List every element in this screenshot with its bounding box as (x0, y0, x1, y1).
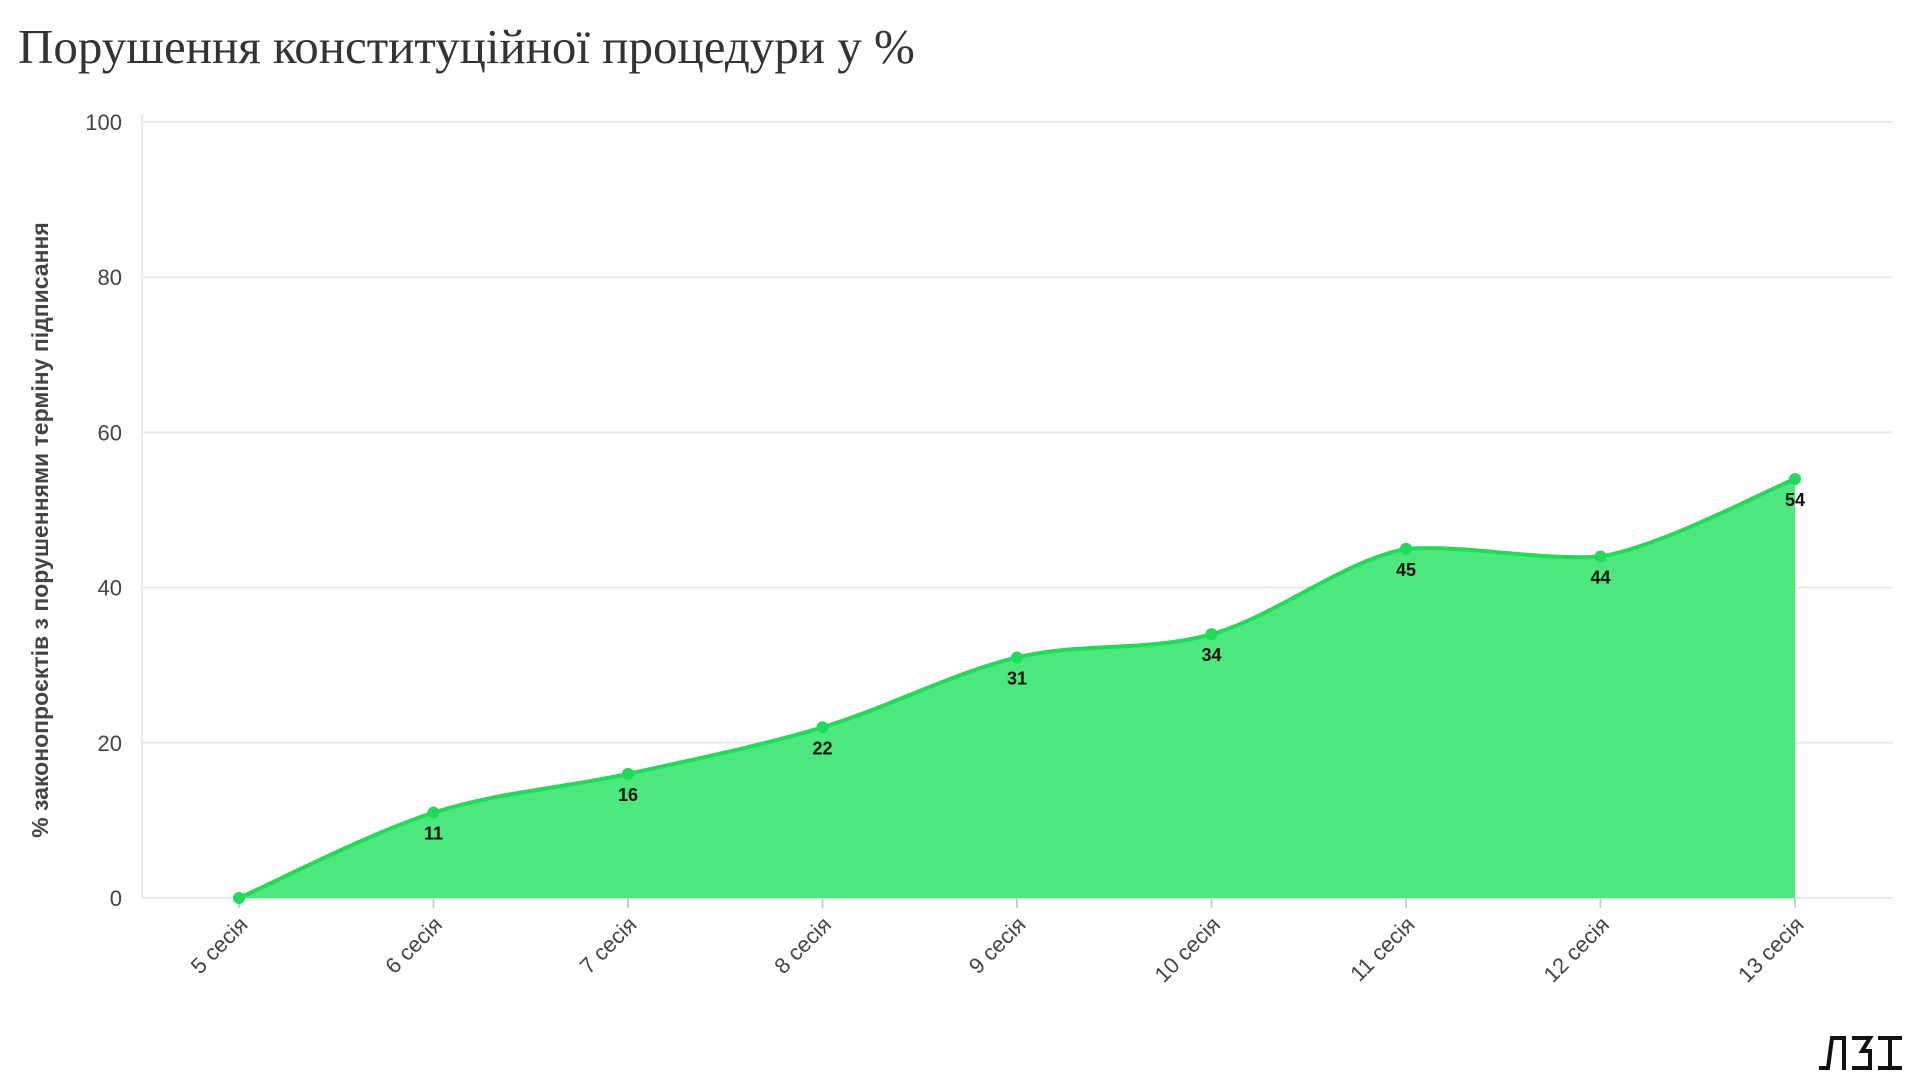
y-tick-label: 40 (98, 576, 122, 601)
y-axis: 0 20 40 60 80 100 (85, 110, 122, 911)
x-tick-label: 11 сесія (1345, 912, 1419, 986)
series-area (239, 478, 1795, 898)
x-tick-label: 13 сесія (1733, 912, 1808, 987)
chart-title: Порушення конституційної процедури у % (18, 19, 915, 74)
x-tick-label: 6 сесія (380, 912, 447, 979)
data-point (1789, 472, 1801, 485)
x-tick-label: 8 сесія (769, 912, 836, 979)
data-point (1011, 651, 1023, 664)
data-label: 22 (812, 738, 832, 758)
data-label: 11 (424, 824, 443, 844)
y-tick-label: 20 (98, 731, 122, 756)
data-label: 16 (618, 785, 638, 805)
x-tick-label: 7 сесія (575, 912, 642, 979)
x-tick-label: 12 сесія (1539, 912, 1614, 987)
data-point (622, 767, 634, 780)
data-label: 31 (1007, 668, 1027, 688)
y-axis-label: % законопроєктів з порушеннями терміну п… (27, 222, 53, 838)
data-point (233, 892, 245, 904)
data-label: 45 (1396, 560, 1416, 580)
x-tick-label: 10 сесія (1150, 912, 1225, 987)
data-point (1205, 628, 1218, 641)
y-tick-label: 100 (85, 110, 122, 135)
data-point (1400, 542, 1412, 555)
y-tick-label: 80 (98, 265, 122, 290)
data-points (233, 472, 1801, 904)
data-label: 34 (1201, 645, 1221, 665)
x-axis: 5 сесія 6 сесія 7 сесія 8 сесія 9 сесія 10 се… (186, 898, 1809, 987)
y-tick-label: 60 (98, 420, 122, 445)
data-labels: 11 16 22 31 34 45 44 54 (424, 490, 1805, 844)
y-tick-label: 0 (110, 886, 122, 911)
data-label: 54 (1785, 490, 1805, 510)
data-label: 44 (1590, 568, 1610, 588)
data-point (1594, 550, 1607, 563)
data-point (816, 721, 829, 734)
x-tick-label: 5 сесія (186, 912, 253, 979)
lzi-logo (1819, 1036, 1902, 1070)
data-point (427, 806, 440, 819)
x-tick-label: 9 сесія (964, 912, 1031, 979)
